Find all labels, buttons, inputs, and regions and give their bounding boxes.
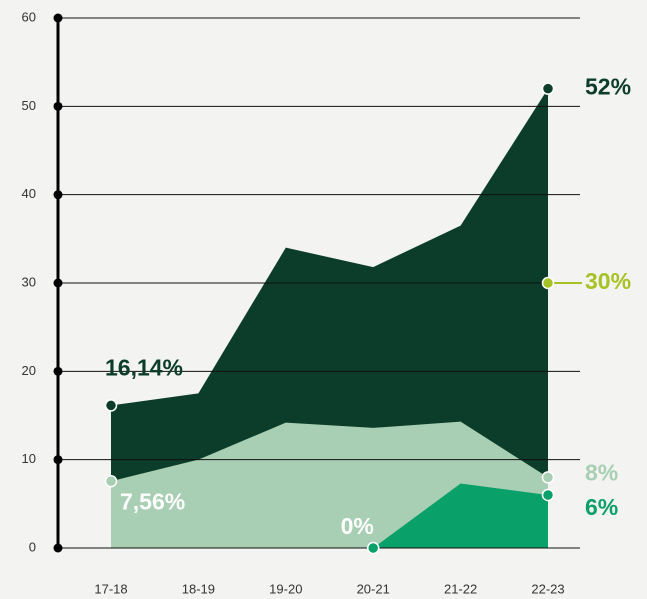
point — [104, 399, 118, 412]
y-tick-label: 30 — [22, 274, 36, 289]
x-tick-label: 21-22 — [444, 581, 477, 596]
point — [541, 471, 555, 484]
point — [541, 82, 555, 95]
value-label: 30% — [585, 268, 631, 294]
point — [541, 276, 555, 290]
x-tick-label: 18-19 — [182, 581, 215, 596]
value-label: 8% — [585, 459, 618, 485]
value-label: 7,56% — [120, 488, 185, 514]
y-tick-label: 20 — [22, 363, 36, 378]
x-tick-label: 22-23 — [531, 581, 564, 596]
y-tick-label: 0 — [29, 539, 36, 554]
value-label: 0% — [341, 513, 374, 539]
point — [104, 474, 118, 488]
y-tick-label: 50 — [22, 98, 36, 113]
point — [366, 541, 380, 555]
y-tick-label: 60 — [22, 9, 36, 24]
x-tick-label: 17-18 — [94, 581, 127, 596]
value-label: 6% — [585, 494, 618, 520]
x-tick-label: 20-21 — [357, 581, 390, 596]
x-tick-label: 19-20 — [269, 581, 302, 596]
area — [373, 483, 548, 548]
y-tick-label: 40 — [22, 186, 36, 201]
y-tick-label: 10 — [22, 451, 36, 466]
value-label: 16,14% — [105, 355, 183, 381]
value-label: 52% — [585, 74, 631, 100]
point — [541, 488, 555, 502]
